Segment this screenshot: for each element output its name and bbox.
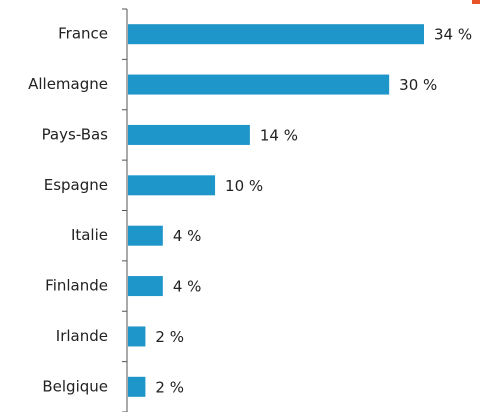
bar	[128, 24, 424, 45]
bar	[128, 124, 250, 145]
value-label: 30 %	[399, 76, 437, 94]
bar	[128, 175, 216, 196]
bar	[128, 276, 163, 297]
category-label: Belgique	[42, 377, 108, 395]
value-label: 2 %	[155, 328, 184, 346]
category-label: Italie	[71, 226, 108, 244]
value-label: 14 %	[260, 126, 298, 144]
bar	[128, 326, 146, 347]
value-label: 34 %	[434, 26, 472, 44]
category-label: Pays-Bas	[42, 125, 109, 143]
bar	[128, 74, 390, 95]
value-label: 10 %	[225, 177, 263, 195]
category-label: Irlande	[56, 327, 108, 345]
corner-decoration	[472, 0, 480, 4]
value-label: 2 %	[155, 378, 184, 396]
category-label: Finlande	[45, 277, 108, 295]
bar	[128, 225, 163, 246]
value-label: 4 %	[173, 278, 202, 296]
category-label: Espagne	[44, 176, 108, 194]
bar	[128, 376, 146, 397]
category-label: Allemagne	[28, 75, 108, 93]
value-label: 4 %	[173, 227, 202, 245]
category-label: France	[58, 25, 108, 43]
